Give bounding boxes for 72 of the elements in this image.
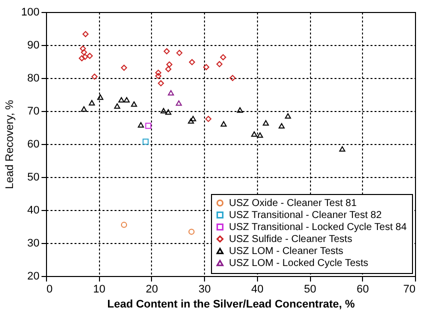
point [205,116,212,122]
point [251,131,258,137]
point [155,70,162,76]
point [165,109,172,115]
point [203,64,210,70]
point [120,64,128,71]
point [80,106,88,112]
point [284,113,292,119]
point [262,120,269,126]
point [188,118,194,124]
x-tick-label: 50 [304,284,316,296]
point [88,100,95,106]
point [278,123,285,129]
point [220,54,226,60]
point [82,31,89,38]
point [138,122,144,128]
legend-label: USZ LOM - Cleaner Tests [229,246,344,257]
point [176,50,182,56]
point [168,90,174,96]
legend-label: USZ LOM - Locked Cycle Tests [229,258,368,269]
point [176,100,182,106]
point [230,74,236,82]
x-tick-label: 0 [46,284,53,296]
point [82,54,88,60]
point [164,48,170,54]
y-tick-label: 70 [27,106,40,118]
y-tick-label: 100 [21,6,40,18]
point [114,103,120,109]
legend-label: USZ Oxide - Cleaner Test 81 [229,198,358,209]
legend-label: USZ Sulfide - Cleaner Tests [229,234,352,245]
point [339,146,346,152]
point [142,138,149,145]
y-axis-title: Lead Recovery, % [4,100,16,190]
x-tick-label: 30 [198,284,211,296]
point [145,122,152,129]
point [188,59,196,66]
point [160,108,167,114]
point [236,107,244,113]
point [155,72,162,80]
y-tick-label: 60 [27,138,40,150]
point [130,101,138,107]
point [80,49,88,56]
x-axis-title: Lead Content in the Silver/Lead Concentrate, % [107,298,355,310]
y-tick-label: 80 [27,72,40,84]
x-tick-label: 70 [403,284,416,296]
point [188,228,195,235]
point [97,94,104,100]
y-tick-label: 20 [27,270,40,282]
x-tick-label: 40 [251,284,264,296]
point [220,121,227,127]
point [158,80,164,86]
y-tick-label: 30 [27,238,40,250]
point [124,97,130,102]
point [86,52,93,59]
y-tick-label: 90 [27,40,40,52]
x-tick-label: 60 [356,284,369,296]
x-tick-label: 20 [146,284,158,296]
point [120,222,128,228]
point [216,61,222,68]
point [190,116,196,122]
point [78,55,85,62]
point [118,97,124,102]
y-tick-label: 40 [27,204,40,216]
x-tick-label: 10 [93,284,106,296]
point [80,46,86,52]
legend-label: USZ Transitional - Locked Cycle Test 84 [229,222,408,233]
point [256,132,264,138]
point [91,74,98,80]
point [166,61,172,68]
legend-label: USZ Transitional - Cleaner Test 82 [229,210,382,221]
point [165,66,172,72]
y-tick-label: 50 [27,172,40,184]
